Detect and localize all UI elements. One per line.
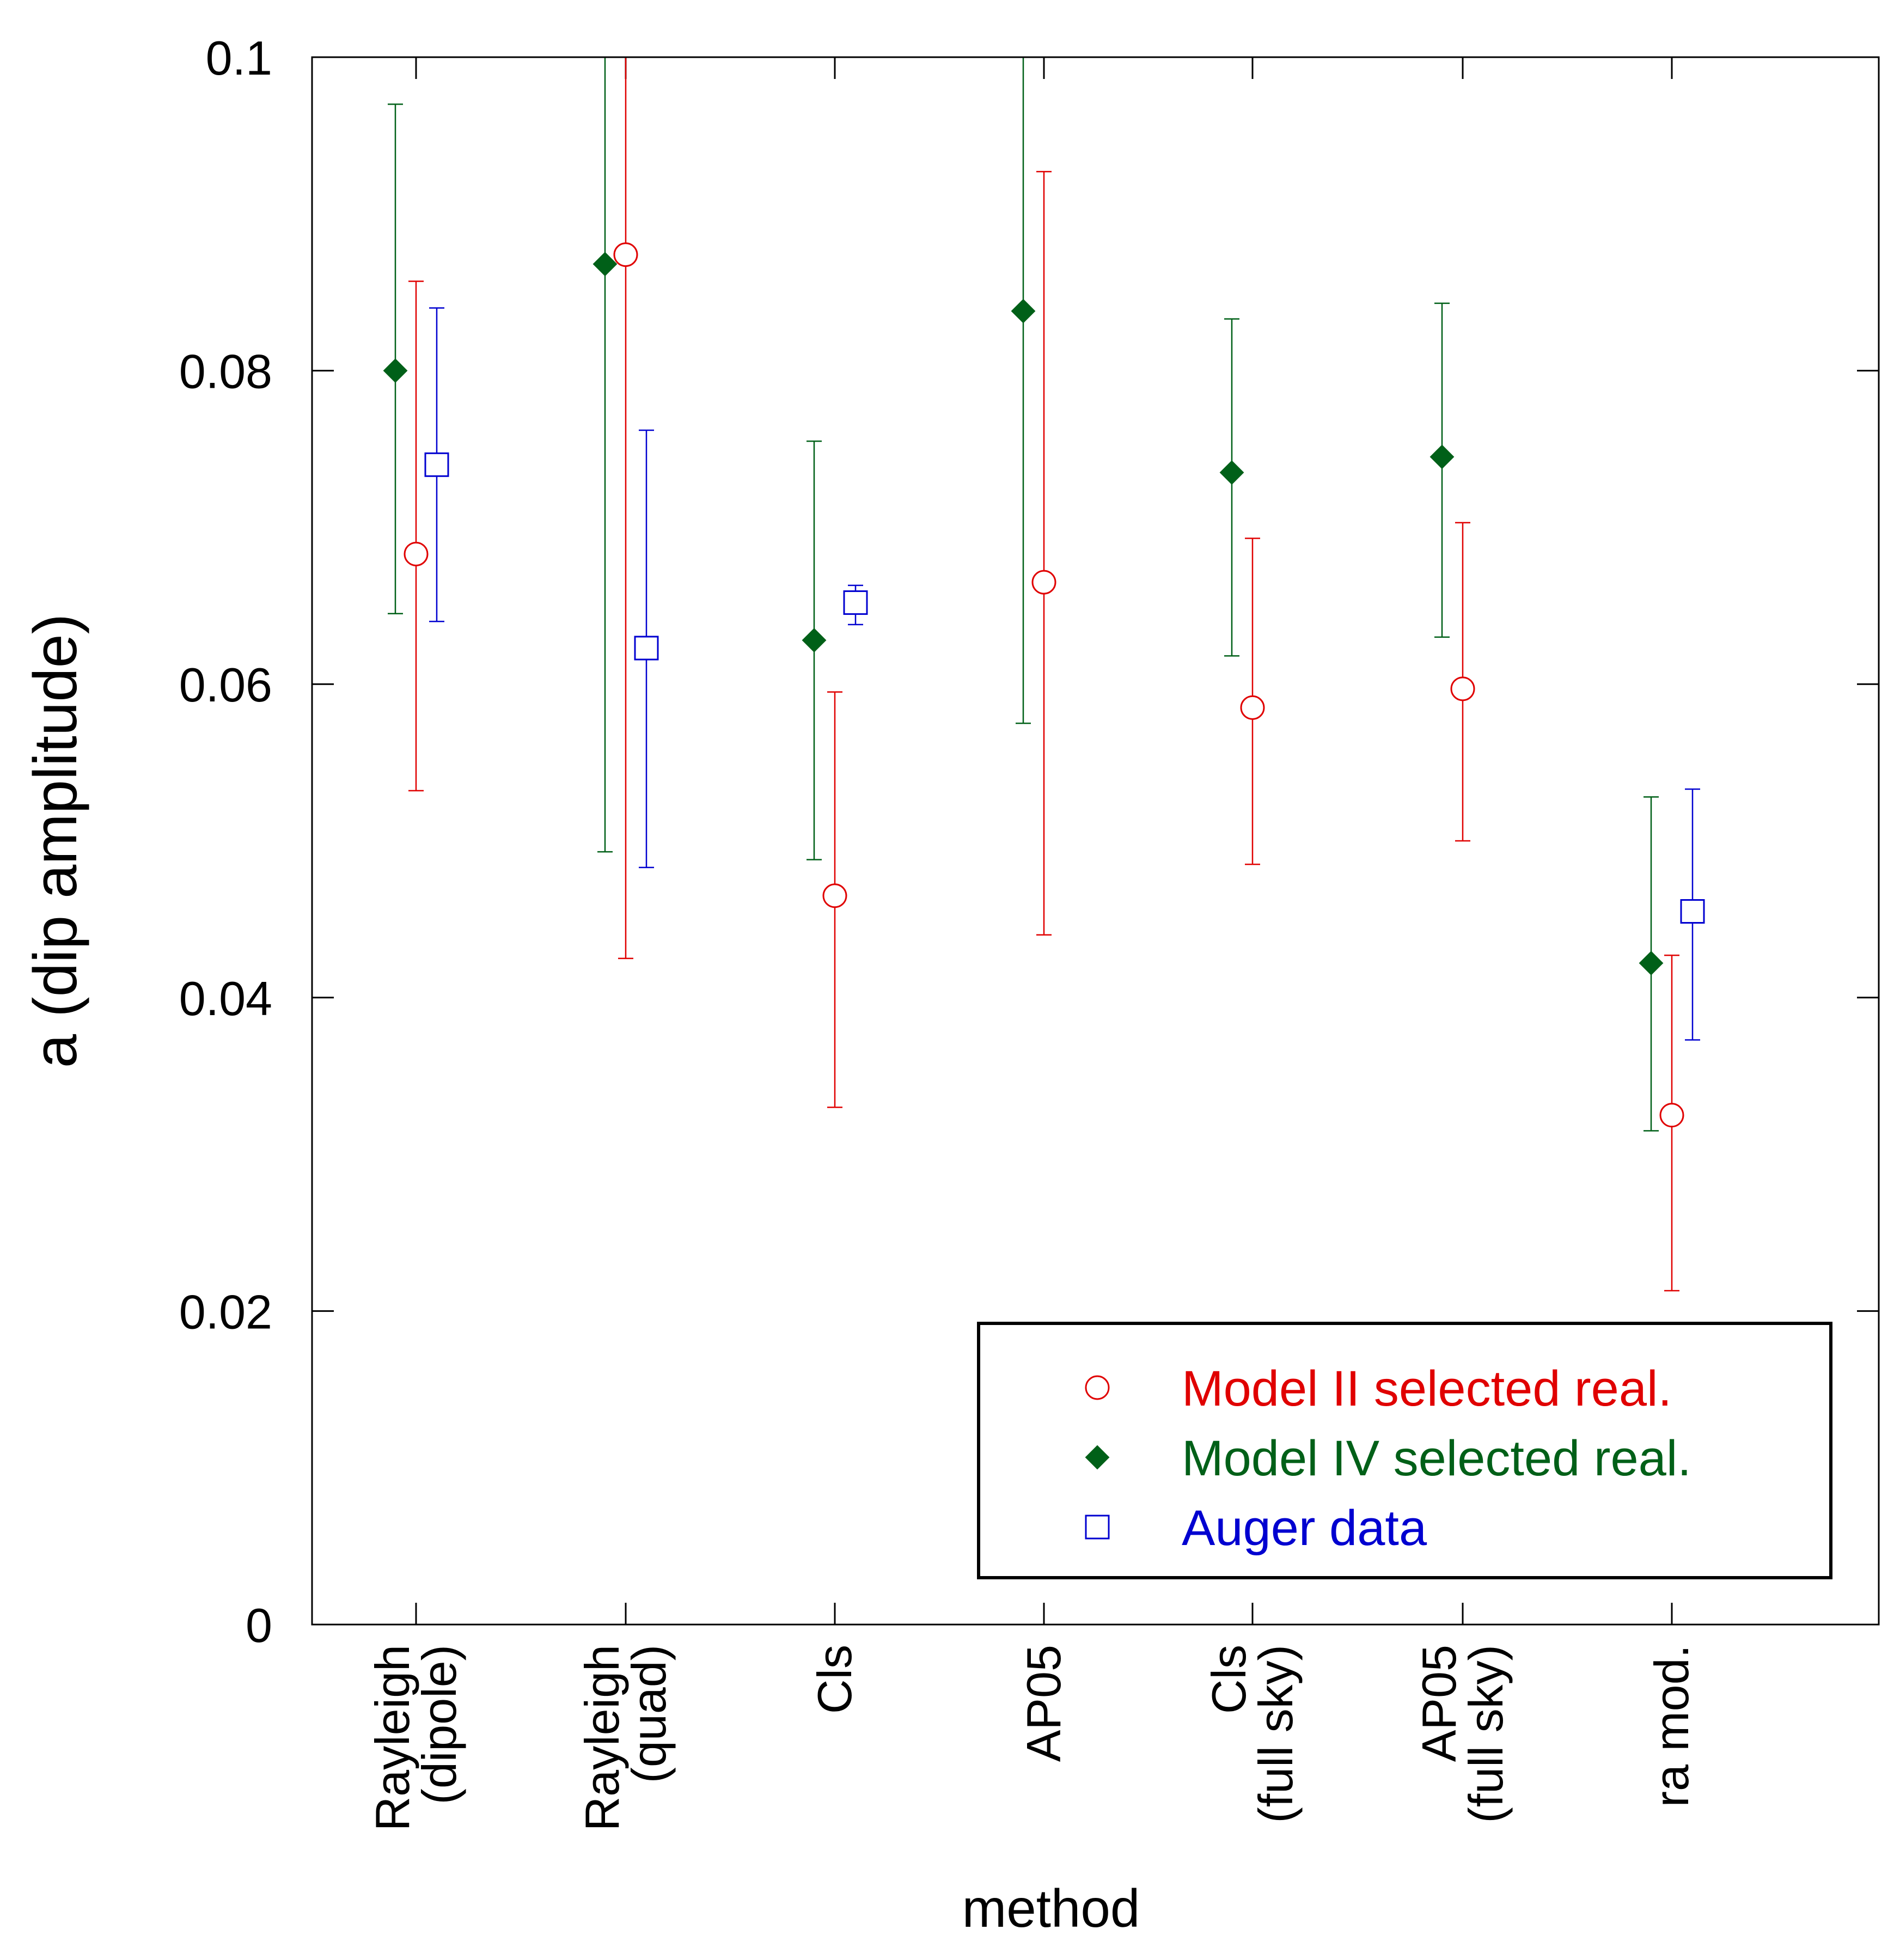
legend-label: Model II selected real. — [1182, 1361, 1672, 1416]
x-category-label: (full sky) — [1249, 1645, 1303, 1823]
data-point — [634, 636, 659, 661]
x-category-label: (dipole) — [412, 1645, 466, 1804]
data-point — [1429, 444, 1455, 469]
y-ticks: 0 0.02 0.04 0.06 0.08 0.1 — [179, 31, 1879, 1652]
legend-marker — [1085, 1445, 1110, 1470]
legend-label: Auger data — [1182, 1500, 1427, 1556]
data-point — [1680, 899, 1705, 924]
series-1 — [383, 57, 1664, 1132]
x-categories: Rayleigh(dipole) Rayleigh(quad) Cls AP05 Cls… — [365, 57, 1699, 1831]
legend: Model II selected real. Model IV selected… — [977, 1322, 1832, 1579]
x-category-label: AP05 — [1412, 1645, 1466, 1762]
data-marks — [383, 57, 1705, 1292]
x-category-label: (quad) — [622, 1645, 676, 1783]
x-category-label: Cls — [808, 1645, 862, 1714]
data-point — [802, 628, 827, 653]
legend-box — [977, 1322, 1832, 1579]
legend-label: Model IV selected real. — [1182, 1431, 1691, 1486]
plot-frame — [311, 56, 1880, 1626]
x-category-label: Rayleigh — [365, 1645, 419, 1831]
y-tick-label: 0.06 — [179, 658, 272, 712]
x-category-label: (full sky) — [1459, 1645, 1513, 1823]
legend-marker — [1085, 1375, 1110, 1400]
data-point — [822, 883, 847, 908]
data-point — [383, 358, 408, 383]
data-point — [1219, 460, 1244, 485]
y-axis-title: a (dip amplitude) — [21, 614, 89, 1068]
data-point — [404, 541, 429, 566]
data-point — [843, 590, 868, 615]
y-tick-label: 0.04 — [179, 972, 272, 1025]
data-point — [1639, 951, 1664, 975]
y-tick-label: 0 — [246, 1598, 272, 1652]
data-point — [1011, 298, 1036, 323]
x-axis-title: method — [962, 1878, 1140, 1938]
data-point — [613, 242, 638, 267]
x-category-label: AP05 — [1017, 1645, 1071, 1762]
legend-marker — [1085, 1515, 1110, 1540]
y-tick-label: 0.08 — [179, 345, 272, 399]
data-point — [1450, 676, 1475, 701]
data-point — [592, 252, 618, 277]
data-point — [424, 452, 449, 477]
x-category-label: Rayleigh — [575, 1645, 629, 1831]
y-tick-label: 0.1 — [206, 31, 272, 85]
data-point — [1659, 1103, 1684, 1128]
series-0 — [404, 57, 1684, 1292]
x-category-label: Cls — [1202, 1645, 1256, 1714]
data-point — [1031, 570, 1056, 595]
data-point — [1240, 695, 1265, 720]
series-2 — [424, 307, 1705, 1041]
x-category-label: ra mod. — [1645, 1645, 1699, 1807]
y-tick-label: 0.02 — [179, 1285, 272, 1339]
